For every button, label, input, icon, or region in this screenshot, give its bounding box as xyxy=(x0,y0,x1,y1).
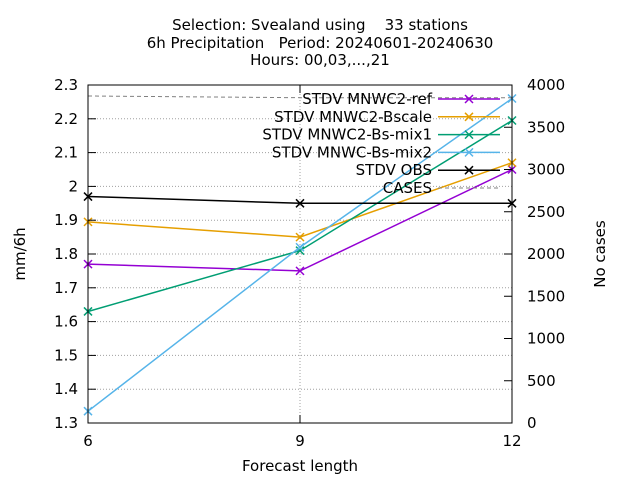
marker-stroke xyxy=(295,246,305,256)
x-tick-label: 9 xyxy=(295,432,305,450)
legend-label: STDV MNWC2-Bscale xyxy=(274,108,432,126)
y2-tick-label: 500 xyxy=(527,372,556,390)
axis-ticks: 1.3 1.4 1.5 1.6 1.7 1.8 1.9 2 2.1 2.2 2.3 0 500 1000 1… xyxy=(54,76,565,450)
y-tick-label: 1.7 xyxy=(54,279,78,297)
legend-marker xyxy=(464,94,474,104)
y2-tick-label: 2000 xyxy=(527,245,565,263)
y-axis-label: mm/6h xyxy=(11,227,29,280)
y2-tick-label: 0 xyxy=(527,414,537,432)
y2-tick-label: 4000 xyxy=(527,76,565,94)
data-point xyxy=(295,246,305,256)
marker-stroke xyxy=(464,165,474,175)
y2-tick-label: 2500 xyxy=(527,203,565,221)
marker-stroke xyxy=(295,198,305,208)
y-tick-label: 2.1 xyxy=(54,144,78,162)
legend-label: STDV MNWC-Bs-mix2 xyxy=(272,143,432,161)
y2-tick-label: 1500 xyxy=(527,287,565,305)
grid-lines xyxy=(88,85,512,423)
chart-title-line-3: Hours: 00,03,...,21 xyxy=(250,51,390,69)
legend-label: STDV MNWC2-Bs-mix1 xyxy=(262,126,432,144)
legend-label: CASES xyxy=(383,179,432,197)
legend-marker xyxy=(464,165,474,175)
marker-stroke xyxy=(295,242,305,252)
marker-stroke xyxy=(295,266,305,276)
legend-marker xyxy=(464,130,474,140)
marker-stroke xyxy=(464,94,474,104)
series-5 xyxy=(87,95,512,99)
x-axis-label: Forecast length xyxy=(242,457,358,475)
data-point xyxy=(295,242,305,252)
y-tick-label: 2.2 xyxy=(54,110,78,128)
legend-marker xyxy=(464,112,474,122)
y-tick-label: 2 xyxy=(68,177,78,195)
y-tick-label: 1.5 xyxy=(54,346,78,364)
marker-stroke xyxy=(464,130,474,140)
legend-label: STDV OBS xyxy=(356,161,432,179)
legend-marker xyxy=(464,147,474,157)
series-line xyxy=(87,95,512,99)
marker-stroke xyxy=(464,147,474,157)
y-tick-label: 1.8 xyxy=(54,245,78,263)
y2-tick-label: 1000 xyxy=(527,330,565,348)
y2-tick-label: 3500 xyxy=(527,118,565,136)
y-tick-label: 2.3 xyxy=(54,76,78,94)
x-tick-label: 6 xyxy=(83,432,93,450)
y2-tick-label: 3000 xyxy=(527,161,565,179)
y-tick-label: 1.6 xyxy=(54,313,78,331)
y-tick-label: 1.9 xyxy=(54,211,78,229)
data-point xyxy=(295,266,305,276)
x-tick-label: 12 xyxy=(502,432,521,450)
y-tick-label: 1.4 xyxy=(54,380,78,398)
marker-stroke xyxy=(464,112,474,122)
y2-axis-label: No cases xyxy=(591,220,609,288)
legend-label: STDV MNWC2-ref xyxy=(302,90,432,108)
marker-stroke xyxy=(295,232,305,242)
data-point xyxy=(295,232,305,242)
chart-title-line-2: 6h Precipitation Period: 20240601-202406… xyxy=(146,34,494,52)
y-tick-label: 1.3 xyxy=(54,414,78,432)
chart-title-line-1: Selection: Svealand using 33 stations xyxy=(172,16,468,34)
data-point xyxy=(295,198,305,208)
